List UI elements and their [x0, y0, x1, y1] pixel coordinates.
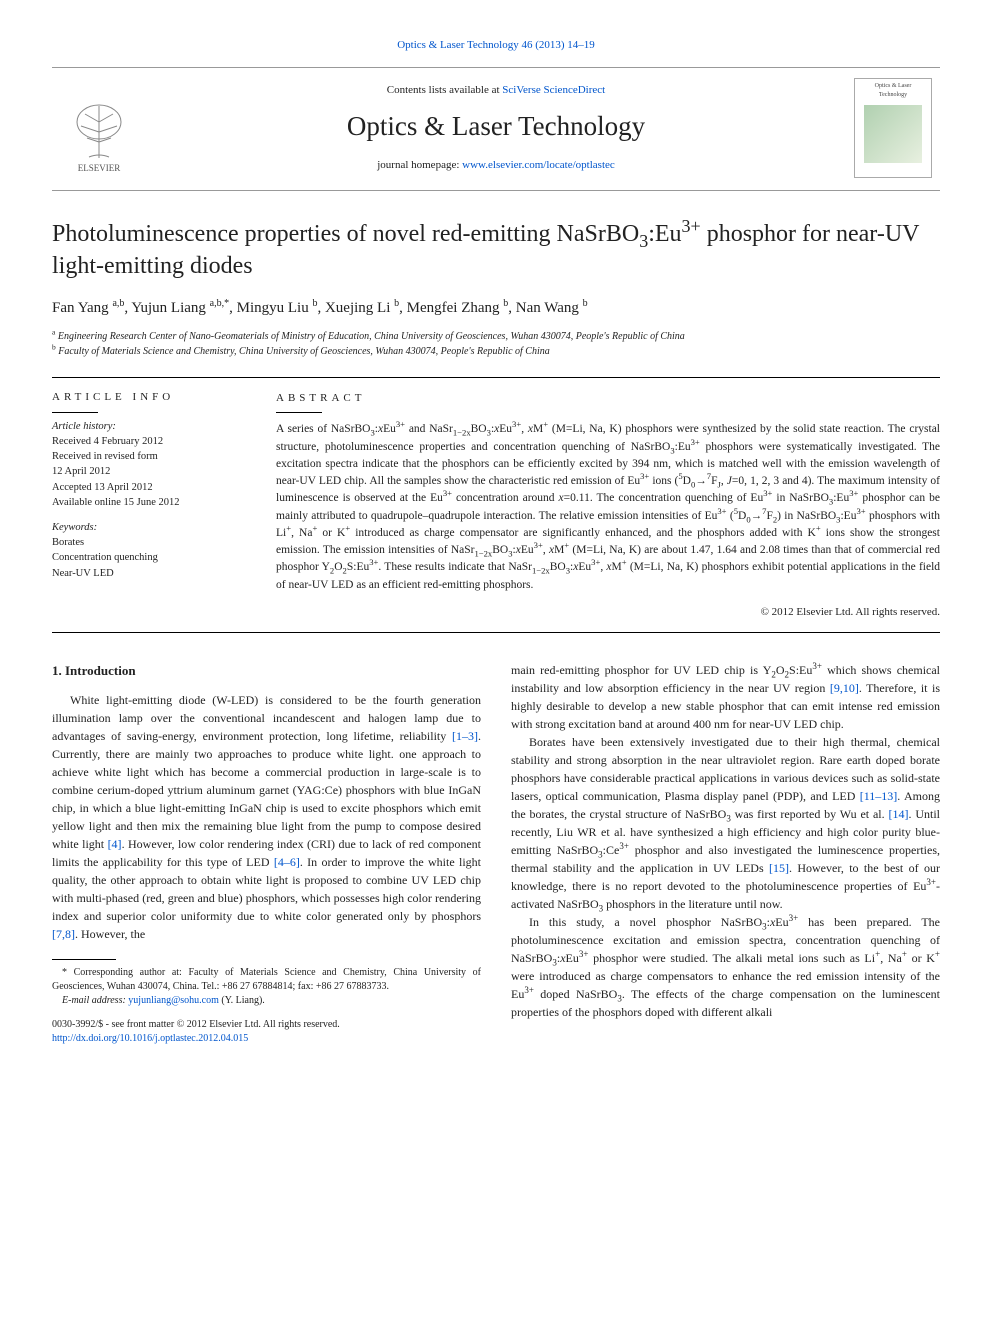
history-line: 12 April 2012	[52, 464, 248, 479]
homepage-link[interactable]: www.elsevier.com/locate/optlastec	[462, 159, 615, 171]
citation-link-text[interactable]: Optics & Laser Technology 46 (2013) 14–1…	[397, 39, 595, 51]
corresponding-author-note: * Corresponding author at: Faculty of Ma…	[52, 966, 481, 994]
elsevier-logo: ELSEVIER	[60, 82, 138, 174]
body-columns: 1. Introduction White light-emitting dio…	[52, 661, 940, 1046]
history-line: Received 4 February 2012	[52, 434, 248, 449]
left-column: 1. Introduction White light-emitting dio…	[52, 661, 481, 1046]
keyword: Near-UV LED	[52, 566, 248, 581]
history-line: Available online 15 June 2012	[52, 495, 248, 510]
cover-label-1: Optics & Laser	[875, 82, 912, 90]
email-label: E-mail address:	[62, 995, 128, 1006]
footnote-separator	[52, 959, 116, 960]
history-label: Article history:	[52, 421, 116, 432]
info-abstract-row: ARTICLE INFO Article history: Received 4…	[52, 390, 940, 621]
affiliation-b: b Faculty of Materials Science and Chemi…	[52, 344, 940, 359]
authors: Fan Yang a,b, Yujun Liang a,b,*, Mingyu …	[52, 298, 940, 319]
abstract-heading: ABSTRACT	[276, 390, 940, 407]
intro-para-r1: main red-emitting phosphor for UV LED ch…	[511, 661, 940, 733]
divider	[52, 632, 940, 633]
footnotes: * Corresponding author at: Faculty of Ma…	[52, 966, 481, 1008]
article-info-col: ARTICLE INFO Article history: Received 4…	[52, 390, 248, 621]
keyword: Concentration quenching	[52, 550, 248, 565]
homepage-pre: journal homepage:	[377, 159, 462, 171]
keywords-label: Keywords:	[52, 522, 97, 533]
front-matter-line: 0030-3992/$ - see front matter © 2012 El…	[52, 1018, 481, 1032]
right-column: main red-emitting phosphor for UV LED ch…	[511, 661, 940, 1046]
homepage-line: journal homepage: www.elsevier.com/locat…	[148, 158, 844, 173]
cover-art-icon	[864, 105, 922, 163]
email-suffix: (Y. Liang).	[219, 995, 265, 1006]
intro-para-left: White light-emitting diode (W-LED) is co…	[52, 691, 481, 943]
journal-header: ELSEVIER Contents lists available at Sci…	[52, 67, 940, 191]
intro-para-r3: In this study, a novel phosphor NaSrBO3:…	[511, 913, 940, 1021]
affiliations: a Engineering Research Center of Nano-Ge…	[52, 329, 940, 359]
header-center: Contents lists available at SciVerse Sci…	[148, 83, 844, 174]
abstract-copyright: © 2012 Elsevier Ltd. All rights reserved…	[276, 604, 940, 621]
elsevier-tree-icon	[69, 102, 129, 162]
elsevier-label: ELSEVIER	[78, 162, 121, 175]
journal-cover-thumb: Optics & Laser Technology	[854, 78, 932, 178]
affiliation-a: a Engineering Research Center of Nano-Ge…	[52, 329, 940, 344]
article-title: Photoluminescence properties of novel re…	[52, 219, 940, 281]
section-heading-intro: 1. Introduction	[52, 661, 481, 681]
email-line: E-mail address: yujunliang@sohu.com (Y. …	[52, 994, 481, 1008]
divider	[52, 377, 940, 378]
keyword: Borates	[52, 535, 248, 550]
doi-link[interactable]: http://dx.doi.org/10.1016/j.optlastec.20…	[52, 1033, 248, 1044]
abstract-col: ABSTRACT A series of NaSrBO3:xEu3+ and N…	[276, 390, 940, 621]
journal-name: Optics & Laser Technology	[148, 108, 844, 146]
history-line: Received in revised form	[52, 449, 248, 464]
history-line: Accepted 13 April 2012	[52, 480, 248, 495]
doi-block: 0030-3992/$ - see front matter © 2012 El…	[52, 1018, 481, 1046]
citation-link[interactable]: Optics & Laser Technology 46 (2013) 14–1…	[52, 38, 940, 53]
divider-narrow	[52, 412, 98, 413]
intro-para-r2: Borates have been extensively investigat…	[511, 733, 940, 913]
cover-label-2: Technology	[879, 91, 907, 99]
contents-line: Contents lists available at SciVerse Sci…	[148, 83, 844, 98]
abstract-body: A series of NaSrBO3:xEu3+ and NaSr1−2xBO…	[276, 421, 940, 594]
email-link[interactable]: yujunliang@sohu.com	[128, 995, 219, 1006]
article-info-heading: ARTICLE INFO	[52, 390, 248, 406]
sciencedirect-link[interactable]: SciVerse ScienceDirect	[502, 84, 605, 96]
divider-narrow	[276, 412, 322, 413]
contents-pre: Contents lists available at	[387, 84, 502, 96]
